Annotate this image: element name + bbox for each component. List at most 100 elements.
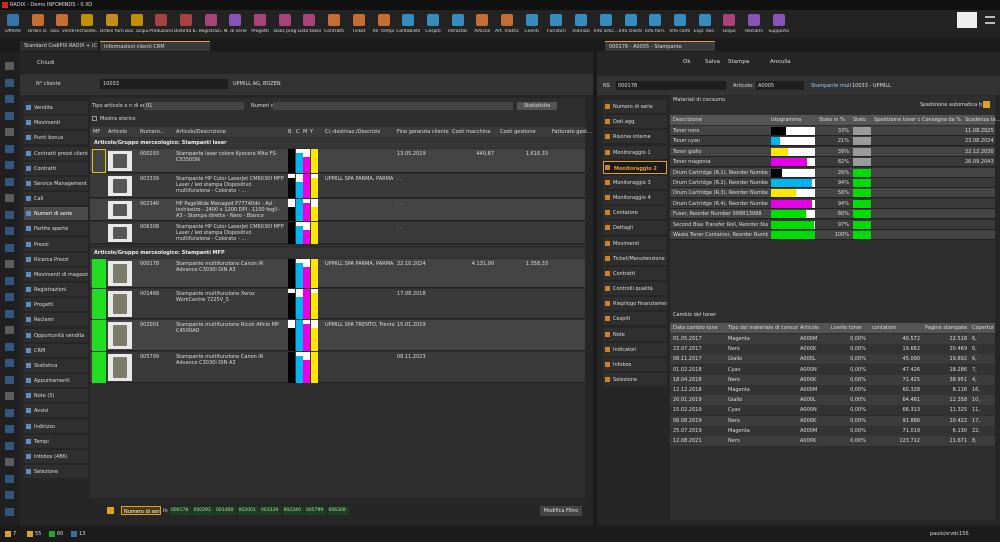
toolbar-button[interactable]: Ok bbox=[683, 59, 691, 65]
filter-field[interactable]: Numero di serie bbox=[121, 506, 161, 515]
menu-item[interactable]: Monitoraggio 1 bbox=[603, 145, 667, 159]
toolbar-button[interactable]: Intrastat bbox=[448, 29, 468, 34]
menu-item[interactable]: CRM bbox=[24, 343, 88, 357]
customer-no[interactable]: 10033 bbox=[100, 79, 228, 89]
menu-item[interactable]: Infobox bbox=[603, 357, 667, 371]
tab[interactable]: Standard CodiPIX RADIX + (C bbox=[20, 41, 98, 51]
toolbar-button[interactable]: Supporto bbox=[768, 29, 789, 34]
menu-item[interactable]: Partite aperte bbox=[24, 222, 88, 236]
menu-item[interactable]: Indicatori bbox=[603, 342, 667, 356]
toolbar-button[interactable]: Info clienti bbox=[618, 29, 643, 34]
checkbox[interactable] bbox=[92, 116, 97, 121]
menu-item[interactable]: Monitoraggio 2 bbox=[603, 160, 667, 174]
menu-item[interactable]: Monitoraggio 4 bbox=[603, 191, 667, 205]
menu-item[interactable]: Contratti bbox=[24, 161, 88, 175]
input[interactable]: 01 bbox=[144, 102, 244, 110]
toolbar-button[interactable]: Ril. tempi bbox=[372, 29, 395, 34]
menu-item[interactable]: Prezzi bbox=[24, 237, 88, 251]
menu-item[interactable]: Monitoraggio 3 bbox=[603, 175, 667, 189]
toolbar-button[interactable]: Fornitori bbox=[547, 29, 566, 34]
menu-item[interactable]: Tempi bbox=[24, 434, 88, 448]
menu-item[interactable]: Movimenti bbox=[24, 116, 88, 130]
checkbox[interactable] bbox=[107, 507, 114, 514]
toolbar-button[interactable]: Annulla bbox=[770, 59, 791, 65]
menu-item[interactable]: Dati agg. bbox=[603, 115, 667, 129]
toolbar-button[interactable]: Richieste... bbox=[75, 29, 100, 34]
button[interactable]: Statistiche bbox=[517, 102, 557, 110]
filter-value[interactable]: 003339 bbox=[260, 507, 281, 515]
filter-value[interactable]: 002001 bbox=[237, 507, 259, 515]
toolbar-button[interactable]: Ordini cl. bbox=[27, 29, 48, 34]
menu-item[interactable]: Cespiti bbox=[603, 312, 667, 326]
checkbox[interactable] bbox=[983, 101, 990, 108]
toolbar-button[interactable]: Info artic... bbox=[593, 29, 618, 34]
toolbar-button[interactable]: Salva bbox=[705, 59, 721, 65]
filter-value[interactable]: 000293 bbox=[192, 507, 214, 515]
toolbar-button[interactable]: N. di serie bbox=[223, 29, 247, 34]
menu-item[interactable]: Selezione bbox=[603, 373, 667, 387]
toolbar-button[interactable]: Stampa bbox=[728, 59, 750, 65]
filter-value[interactable]: 001468 bbox=[215, 507, 236, 515]
toolbar-button[interactable]: Dispo bbox=[722, 29, 736, 34]
tab-active[interactable]: 000178 - A0005 - Stampante bbox=[605, 41, 715, 51]
menu-item[interactable]: Appuntamenti bbox=[24, 374, 88, 388]
menu-item[interactable]: Contratti bbox=[603, 266, 667, 280]
menu-item[interactable]: Movimenti di magazzino bbox=[24, 267, 88, 281]
toolbar-button[interactable]: Indirizzi bbox=[572, 29, 590, 34]
menu-item[interactable]: Registrazioni bbox=[24, 283, 88, 297]
menu-item[interactable]: Numero di serie bbox=[603, 100, 667, 113]
menu-item[interactable]: Progetti bbox=[24, 298, 88, 312]
toolbar-button[interactable]: Lista tasks bbox=[297, 29, 322, 34]
menu-item[interactable]: Note bbox=[603, 327, 667, 341]
toolbar-button[interactable]: Info forn. bbox=[645, 29, 666, 34]
toolbar-button[interactable]: Ordini forn. bbox=[99, 29, 124, 34]
toolbar-button[interactable]: Offerte bbox=[5, 29, 21, 34]
toolbar-button[interactable]: Cespiti bbox=[425, 29, 441, 34]
menu-item[interactable]: Risorse interne bbox=[603, 130, 667, 144]
menu-item[interactable]: Contratti prezzi clienti bbox=[24, 146, 88, 160]
menu-item[interactable]: Numeri di serie bbox=[24, 207, 88, 221]
toolbar-button[interactable]: Clienti bbox=[524, 29, 539, 34]
menu-item[interactable]: Vendita bbox=[24, 101, 88, 114]
menu-item[interactable]: Note (5) bbox=[24, 389, 88, 403]
menu-item[interactable]: Statistica bbox=[24, 358, 88, 372]
toolbar-button[interactable]: Tasks prog... bbox=[272, 29, 297, 34]
menu-item[interactable]: Infobox (486) bbox=[24, 449, 88, 463]
toolbar-button[interactable]: Reclami bbox=[745, 29, 763, 34]
filter-value[interactable]: 005799 bbox=[305, 507, 326, 515]
toolbar-button[interactable]: Ticket bbox=[352, 29, 366, 34]
toolbar-button[interactable]: Art. matrice bbox=[495, 29, 519, 34]
filter-value[interactable]: 002340 bbox=[282, 507, 304, 515]
toolbar-button[interactable]: Contabilità bbox=[396, 29, 421, 34]
menu-item[interactable]: Indirizzo bbox=[24, 419, 88, 433]
toolbar-button[interactable]: Doc. vendita bbox=[50, 29, 75, 34]
menu-item[interactable]: Call bbox=[24, 192, 88, 206]
menu-item[interactable]: Avvisi bbox=[24, 404, 88, 418]
menu-item[interactable]: Selezione bbox=[24, 465, 88, 479]
toolbar-button[interactable]: Articoli bbox=[474, 29, 491, 34]
tab-active[interactable]: Informazioni clienti CRM bbox=[100, 41, 210, 51]
menu-item[interactable]: Movimenti bbox=[603, 236, 667, 250]
toolbar-button[interactable]: Contratti bbox=[324, 29, 345, 34]
menu-item[interactable]: Ticket/Manutenzione bbox=[603, 251, 667, 265]
input[interactable]: 000178 bbox=[616, 81, 726, 90]
menu-item[interactable]: Ricerca Prezzi bbox=[24, 252, 88, 266]
menu-item[interactable]: Punti bonus bbox=[24, 131, 88, 145]
filter-value[interactable]: 000178 bbox=[170, 507, 191, 515]
menu-item[interactable]: Reclami bbox=[24, 313, 88, 327]
menu-item[interactable]: Contatore bbox=[603, 206, 667, 220]
input[interactable] bbox=[273, 102, 513, 110]
button[interactable]: Modifica Filtro bbox=[540, 506, 582, 516]
toolbar-button[interactable]: Registrazi... bbox=[198, 29, 223, 34]
input[interactable]: A0005 bbox=[756, 81, 804, 90]
toolbar-button[interactable]: Produzione bbox=[149, 29, 174, 34]
menu-item[interactable]: Dettagli bbox=[603, 221, 667, 235]
toolbar-button[interactable]: Doc. acqui... bbox=[124, 29, 149, 34]
toolbar-button[interactable]: Progetti bbox=[251, 29, 269, 34]
toolbar-button[interactable]: Distinta b... bbox=[173, 29, 198, 34]
toolbar-button[interactable]: Info conti bbox=[669, 29, 691, 34]
close-button[interactable]: Chiudi bbox=[37, 60, 55, 66]
menu-item[interactable]: Riepilogo finanziamenti bbox=[603, 297, 667, 311]
toolbar-button[interactable]: Espl. doc. bbox=[693, 29, 716, 34]
menu-item[interactable]: Controlli qualità bbox=[603, 282, 667, 296]
